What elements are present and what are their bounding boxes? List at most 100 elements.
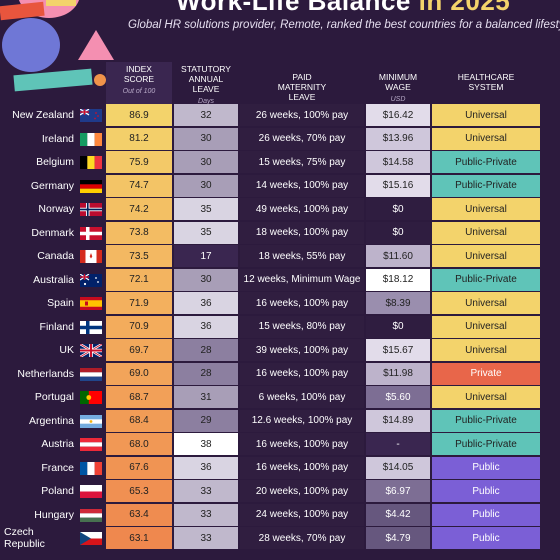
country-name: Czech Republic <box>4 526 45 550</box>
minimum-wage: $14.89 <box>366 409 430 432</box>
be-flag-icon <box>80 156 102 169</box>
fr-flag-icon <box>80 461 102 475</box>
table-row: Austria 68.0 38 16 weeks, 100% pay - Public-P… <box>0 433 560 455</box>
table-row: Denmark 73.8 35 18 weeks, 100% pay $0 Univers… <box>0 221 560 244</box>
maternity-leave: 24 weeks, 100% pay <box>255 509 349 520</box>
country-name: Finland <box>39 320 74 333</box>
annual-leave: 28 <box>174 362 238 385</box>
header-index-sub: Out of 100 <box>122 88 156 95</box>
country-name: UK <box>59 344 74 356</box>
annual-leave: 35 <box>174 198 238 220</box>
minimum-wage: $18.12 <box>366 268 430 291</box>
header-leave: STATUTORY ANNUAL LEAVE Days <box>174 62 238 106</box>
index-score: 69.0 <box>106 362 172 385</box>
header-maternity-label: PAID MATERNITY LEAVE <box>277 72 327 102</box>
minimum-wage: $0 <box>366 315 430 338</box>
country-name: Germany <box>30 179 74 192</box>
healthcare-system: Universal <box>432 198 540 220</box>
minimum-wage: $6.97 <box>366 480 430 502</box>
index-score: 74.2 <box>106 198 172 220</box>
maternity-leave: 18 weeks, 100% pay <box>255 227 349 238</box>
ca-flag-icon <box>80 250 102 263</box>
country-name: Poland <box>41 485 74 497</box>
index-score: 63.1 <box>106 527 172 549</box>
header-health: HEALTHCARE SYSTEM <box>432 62 540 106</box>
es-flag-icon <box>80 297 102 310</box>
country-name: New Zealand <box>12 109 74 121</box>
country-name: Belgium <box>36 156 74 168</box>
table-row: Netherlands 69.0 28 16 weeks, 100% pay $11.9… <box>0 362 560 385</box>
minimum-wage: $5.60 <box>366 386 430 408</box>
maternity-leave: 28 weeks, 70% pay <box>258 532 346 544</box>
annual-leave: 33 <box>174 503 238 526</box>
index-score: 70.9 <box>106 315 172 338</box>
no-flag-icon <box>80 203 102 216</box>
au-flag-icon <box>80 273 102 287</box>
annual-leave: 36 <box>174 292 238 314</box>
index-score: 69.7 <box>106 339 172 361</box>
maternity-leave: 39 weeks, 100% pay <box>255 344 349 356</box>
annual-leave: 30 <box>174 174 238 197</box>
annual-leave: 33 <box>174 527 238 549</box>
minimum-wage: $14.05 <box>366 456 430 479</box>
header-leave-label: STATUTORY ANNUAL LEAVE <box>181 64 231 94</box>
country-name: Canada <box>37 250 74 262</box>
table-row: Belgium 75.9 30 15 weeks, 75% pay $14.58 Publ… <box>0 151 560 173</box>
index-score: 68.0 <box>106 433 172 455</box>
table-row: UK 69.7 28 39 weeks, 100% pay $15.67 Universa… <box>0 339 560 361</box>
index-score: 73.5 <box>106 245 172 267</box>
maternity-leave: 26 weeks, 70% pay <box>258 133 346 144</box>
country-name: Australia <box>33 273 74 286</box>
page-title: Work-Life Balance in 2025 <box>176 0 510 17</box>
nz-flag-icon <box>80 109 102 122</box>
maternity-leave: 18 weeks, 55% pay <box>258 250 346 262</box>
minimum-wage: $16.42 <box>366 104 430 126</box>
healthcare-system: Universal <box>432 245 540 267</box>
header-wage-label: MINIMUM WAGE <box>378 72 418 92</box>
minimum-wage: $13.96 <box>366 127 430 150</box>
index-score: 63.4 <box>106 503 172 526</box>
index-score: 73.8 <box>106 221 172 244</box>
maternity-leave: 26 weeks, 100% pay <box>255 109 349 121</box>
header-health-label: HEALTHCARE SYSTEM <box>457 72 515 92</box>
index-score: 86.9 <box>106 104 172 126</box>
annual-leave: 31 <box>174 386 238 408</box>
de-flag-icon <box>80 179 102 193</box>
ie-flag-icon <box>80 132 102 146</box>
maternity-leave: 6 weeks, 100% pay <box>258 391 346 403</box>
minimum-wage: $0 <box>366 198 430 220</box>
healthcare-system: Public <box>432 480 540 502</box>
nl-flag-icon <box>80 367 102 381</box>
fi-flag-icon <box>80 320 102 334</box>
healthcare-system: Universal <box>432 315 540 338</box>
maternity-leave: 16 weeks, 100% pay <box>255 462 349 473</box>
cz-flag-icon <box>80 532 102 545</box>
maternity-leave: 16 weeks, 100% pay <box>255 438 349 450</box>
table-row: New Zealand 86.9 32 26 weeks, 100% pay $16.4… <box>0 104 560 126</box>
maternity-leave: 20 weeks, 100% pay <box>255 485 349 497</box>
minimum-wage: - <box>366 433 430 455</box>
hu-flag-icon <box>80 508 102 522</box>
country-name: France <box>41 461 74 474</box>
minimum-wage: $8.39 <box>366 292 430 314</box>
minimum-wage: $15.16 <box>366 174 430 197</box>
table-row: Ireland 81.2 30 26 weeks, 70% pay $13.96 Univ… <box>0 127 560 150</box>
maternity-leave: 16 weeks, 100% pay <box>255 368 349 379</box>
maternity-leave: 12 weeks, Minimum Wage <box>243 274 361 285</box>
table-header: INDEX SCORE Out of 100 STATUTORY ANNUAL … <box>0 62 560 106</box>
healthcare-system: Universal <box>432 292 540 314</box>
index-score: 74.7 <box>106 174 172 197</box>
table-row: Canada 73.5 17 18 weeks, 55% pay $11.60 Unive… <box>0 245 560 267</box>
header-wage-sub: USD <box>390 96 406 103</box>
annual-leave: 32 <box>174 104 238 126</box>
annual-leave: 36 <box>174 315 238 338</box>
at-flag-icon <box>80 438 102 451</box>
country-name: Austria <box>41 438 74 450</box>
healthcare-system: Public-Private <box>432 151 540 173</box>
healthcare-system: Public-Private <box>432 433 540 455</box>
annual-leave: 30 <box>174 127 238 150</box>
annual-leave: 30 <box>174 151 238 173</box>
index-score: 68.7 <box>106 386 172 408</box>
dk-flag-icon <box>80 226 102 240</box>
table-row: Czech Republic 63.1 33 28 weeks, 70% pay $4.… <box>0 526 560 550</box>
